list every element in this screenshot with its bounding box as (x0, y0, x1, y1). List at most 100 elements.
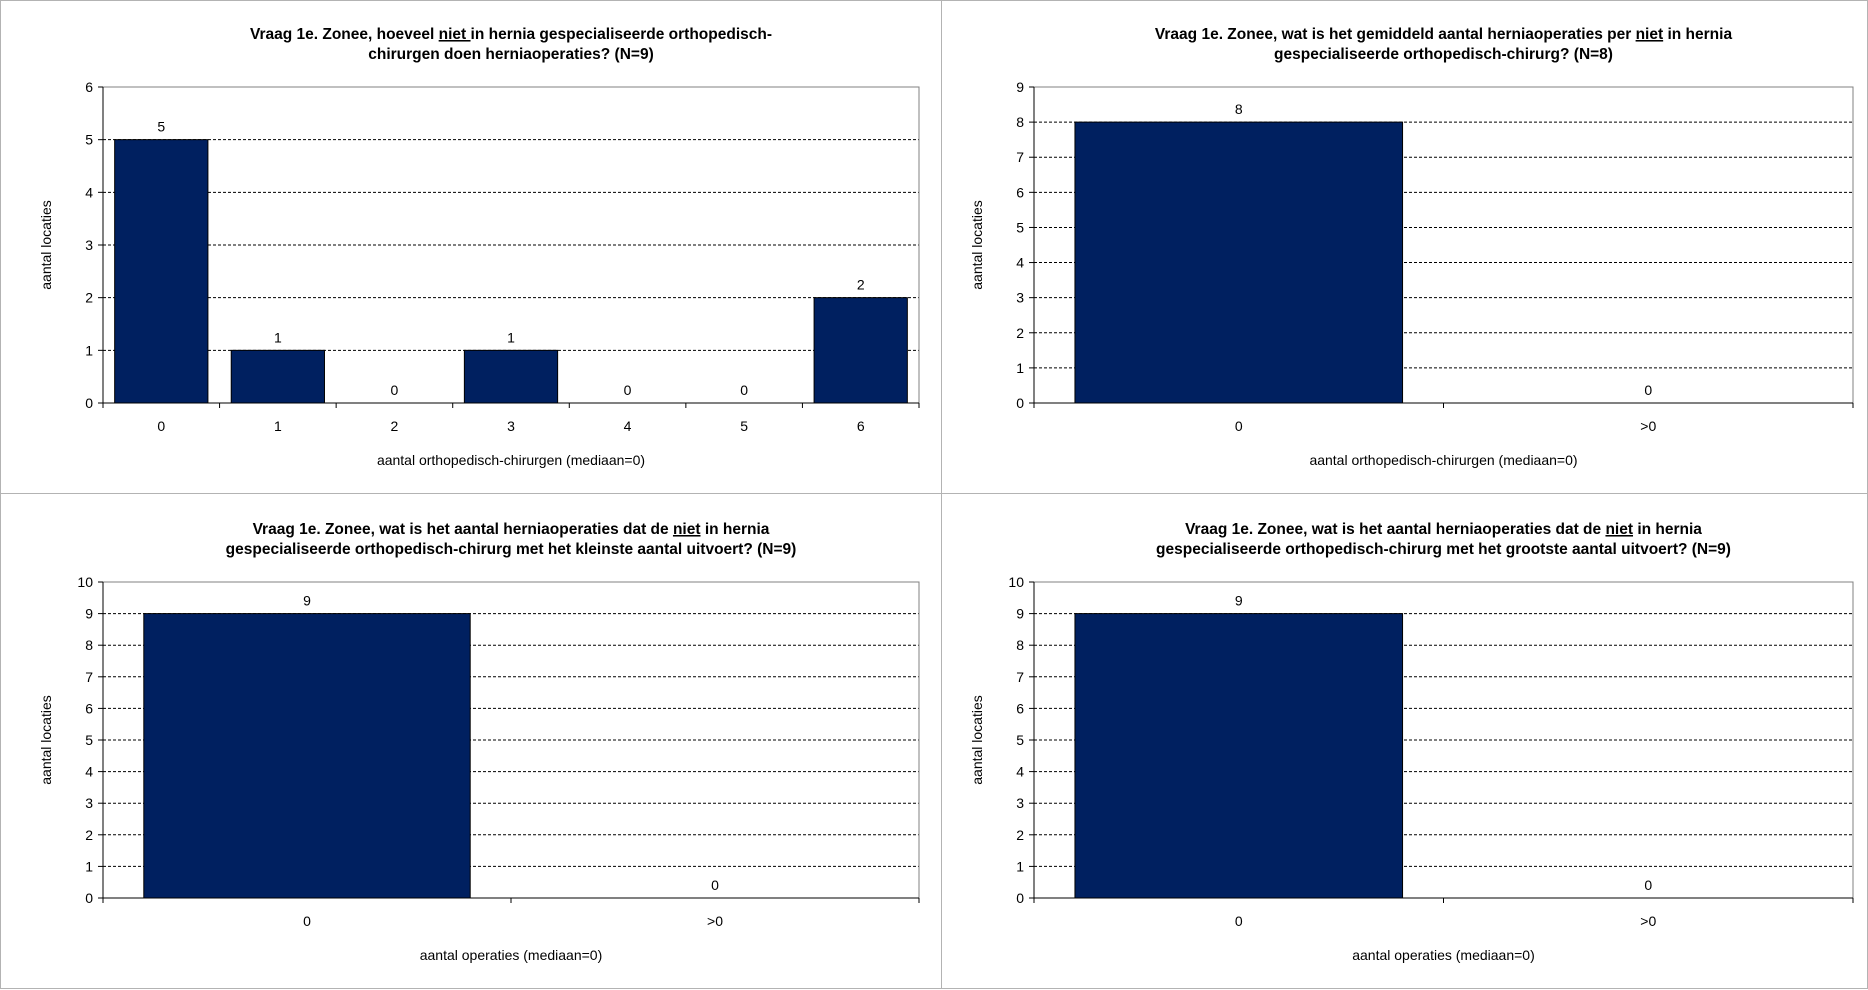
x-tick-label: 1 (274, 418, 282, 434)
x-tick-label: >0 (1640, 913, 1656, 929)
chart-panel-3: Vraag 1e. Zonee, wat is het aantal herni… (0, 493, 942, 989)
y-tick-label: 2 (85, 827, 93, 843)
chart-title-line2: chirurgen doen herniaoperaties? (N=9) (368, 46, 654, 63)
x-tick-label: 2 (391, 418, 399, 434)
data-label: 0 (740, 382, 748, 398)
y-axis-label: aantal locaties (38, 200, 54, 290)
x-axis-label: aantal orthopedisch-chirurgen (mediaan=0… (1309, 452, 1577, 468)
title-part: Vraag 1e. Zonee, wat is het aantal herni… (253, 521, 673, 538)
y-tick-label: 7 (1016, 669, 1024, 685)
y-tick-label: 9 (85, 606, 93, 622)
y-axis-label: aantal locaties (969, 200, 985, 290)
data-label: 9 (1235, 593, 1243, 609)
y-tick-label: 6 (1016, 184, 1024, 200)
y-tick-label: 0 (1016, 395, 1024, 411)
y-tick-label: 5 (1016, 219, 1024, 235)
y-tick-label: 4 (1016, 764, 1024, 780)
bar (143, 613, 471, 899)
y-tick-label: 3 (1016, 795, 1024, 811)
y-tick-label: 4 (85, 184, 93, 200)
title-underlined-word: niet (673, 521, 701, 538)
y-tick-label: 5 (85, 132, 93, 148)
title-part: in hernia (1663, 26, 1732, 43)
y-tick-label: 2 (1016, 827, 1024, 843)
chart-panel-1: Vraag 1e. Zonee, hoeveel niet in hernia … (0, 0, 942, 494)
y-tick-label: 10 (77, 574, 93, 590)
chart-panel-2: Vraag 1e. Zonee, wat is het gemiddeld aa… (941, 0, 1868, 494)
y-tick-label: 5 (85, 732, 93, 748)
data-label: 1 (507, 329, 515, 345)
chart-svg: Vraag 1e. Zonee, wat is het gemiddeld aa… (969, 26, 1854, 468)
y-tick-label: 4 (1016, 255, 1024, 271)
data-label: 8 (1235, 101, 1243, 117)
y-tick-label: 2 (1016, 325, 1024, 341)
bar (813, 297, 908, 404)
x-tick-label: 3 (507, 418, 515, 434)
y-tick-label: 9 (1016, 79, 1024, 95)
x-axis-label: aantal orthopedisch-chirurgen (mediaan=0… (377, 452, 645, 468)
y-tick-label: 7 (85, 669, 93, 685)
chart-title-line2: gespecialiseerde orthopedisch-chirurg? (… (1274, 46, 1613, 63)
y-tick-label: 3 (85, 237, 93, 253)
data-label: 5 (157, 119, 165, 135)
chart-title-line2: gespecialiseerde orthopedisch-chirurg me… (226, 541, 797, 558)
bar (1074, 121, 1404, 404)
y-tick-label: 9 (1016, 606, 1024, 622)
title-underlined-word: niet (439, 26, 471, 43)
x-tick-label: 0 (157, 418, 165, 434)
x-axis-label: aantal operaties (mediaan=0) (420, 947, 603, 963)
y-tick-label: 8 (85, 637, 93, 653)
y-tick-label: 0 (85, 890, 93, 906)
y-tick-label: 1 (1016, 360, 1024, 376)
chart-svg: Vraag 1e. Zonee, wat is het aantal herni… (38, 521, 920, 963)
y-tick-label: 2 (85, 290, 93, 306)
x-tick-label: 0 (1235, 913, 1243, 929)
x-tick-label: >0 (707, 913, 723, 929)
y-tick-label: 3 (1016, 290, 1024, 306)
title-part: Vraag 1e. Zonee, hoeveel (250, 26, 439, 43)
y-tick-label: 0 (85, 395, 93, 411)
title-underlined-word: niet (1636, 26, 1664, 43)
x-axis-label: aantal operaties (mediaan=0) (1352, 947, 1535, 963)
y-axis-label: aantal locaties (38, 695, 54, 785)
title-part: in hernia (701, 521, 770, 538)
data-label: 0 (1644, 877, 1652, 893)
chart-title-line2: gespecialiseerde orthopedisch-chirurg me… (1156, 541, 1731, 558)
y-tick-label: 5 (1016, 732, 1024, 748)
title-part: in hernia gespecialiseerde orthopedisch- (471, 26, 772, 43)
x-tick-label: 5 (740, 418, 748, 434)
chart-title: Vraag 1e. Zonee, wat is het gemiddeld aa… (1155, 26, 1733, 43)
chart-title: Vraag 1e. Zonee, hoeveel niet in hernia … (250, 26, 772, 43)
bar (230, 349, 325, 404)
data-label: 9 (303, 593, 311, 609)
y-tick-label: 8 (1016, 637, 1024, 653)
y-axis-label: aantal locaties (969, 695, 985, 785)
y-tick-label: 10 (1008, 574, 1024, 590)
data-label: 0 (391, 382, 399, 398)
bar (463, 349, 559, 404)
bar (1074, 613, 1404, 899)
chart-svg: Vraag 1e. Zonee, wat is het aantal herni… (969, 521, 1854, 963)
title-part: Vraag 1e. Zonee, wat is het gemiddeld aa… (1155, 26, 1636, 43)
title-part: Vraag 1e. Zonee, wat is het aantal herni… (1185, 521, 1605, 538)
y-tick-label: 6 (85, 79, 93, 95)
y-tick-label: 6 (1016, 700, 1024, 716)
bar (114, 139, 209, 404)
x-tick-label: >0 (1640, 418, 1656, 434)
title-underlined-word: niet (1605, 521, 1633, 538)
chart-title: Vraag 1e. Zonee, wat is het aantal herni… (253, 521, 770, 538)
y-tick-label: 3 (85, 795, 93, 811)
data-label: 0 (711, 877, 719, 893)
y-tick-label: 1 (85, 342, 93, 358)
data-label: 0 (1644, 382, 1652, 398)
y-tick-label: 1 (1016, 858, 1024, 874)
data-label: 1 (274, 329, 282, 345)
data-label: 2 (857, 277, 865, 293)
y-tick-label: 6 (85, 700, 93, 716)
chart-title: Vraag 1e. Zonee, wat is het aantal herni… (1185, 521, 1702, 538)
x-tick-label: 4 (624, 418, 632, 434)
y-tick-label: 1 (85, 858, 93, 874)
y-tick-label: 4 (85, 764, 93, 780)
y-tick-label: 8 (1016, 114, 1024, 130)
